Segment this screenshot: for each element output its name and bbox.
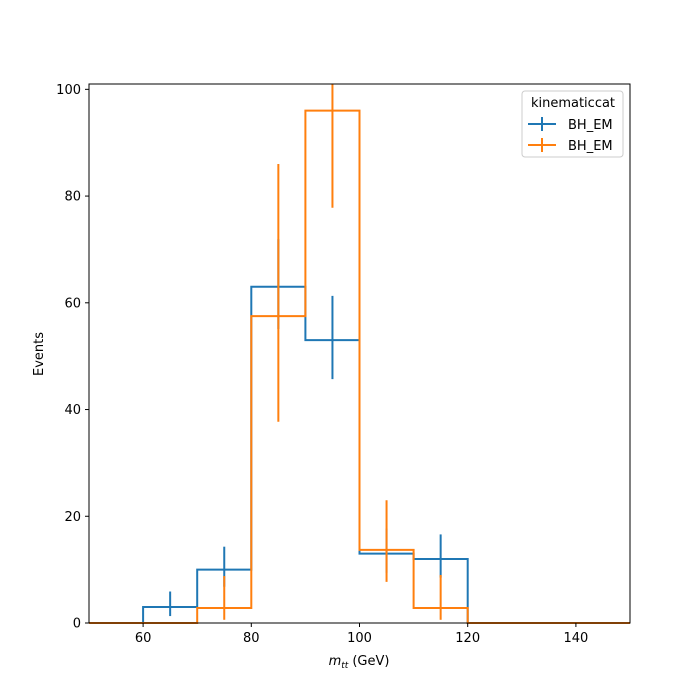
x-tick-label: 80 — [243, 631, 260, 646]
series-2 — [89, 84, 630, 624]
x-tick-label: 60 — [135, 631, 152, 646]
y-axis-label: Events — [32, 332, 47, 376]
legend-entry-2: BH_EM — [528, 138, 613, 154]
legend-entry-1: BH_EM — [528, 117, 613, 133]
y-tick-label: 100 — [56, 83, 81, 98]
x-axis-label: mtt (GeV) — [329, 654, 390, 671]
y-tick-label: 0 — [73, 617, 81, 632]
series-layer — [89, 84, 630, 624]
legend-box — [521, 90, 624, 158]
legend-label: BH_EM — [568, 139, 613, 154]
legend: kinematiccat BH_EM BH_EM — [521, 90, 624, 158]
x-tick-label: 140 — [563, 631, 588, 646]
x-axis: 60 80 100 120 140 — [135, 623, 588, 646]
y-tick-label: 20 — [64, 510, 81, 525]
legend-label: BH_EM — [568, 118, 613, 133]
x-tick-label: 120 — [455, 631, 480, 646]
y-tick-label: 60 — [64, 296, 81, 311]
y-axis: 0 20 40 60 80 100 — [56, 83, 89, 632]
y-tick-label: 80 — [64, 190, 81, 205]
series-2-step-line — [89, 109, 630, 624]
y-tick-label: 40 — [64, 403, 81, 418]
x-tick-label: 100 — [347, 631, 372, 646]
legend-title: kinematiccat — [531, 96, 615, 111]
